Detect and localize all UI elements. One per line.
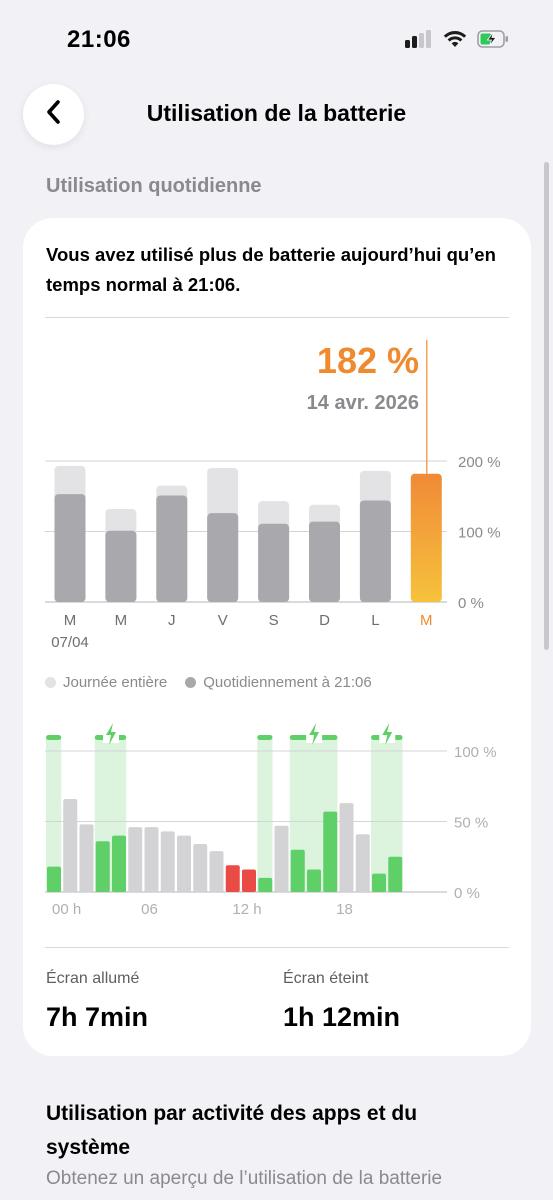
legend-item-full-day: Journée entière	[45, 674, 167, 691]
bolt-shape	[382, 723, 393, 745]
y-tick-label: 0 %	[454, 885, 480, 902]
status-time: 21:06	[67, 26, 131, 53]
day-bar-daily	[359, 500, 391, 602]
scrollbar[interactable]	[544, 162, 549, 650]
status-icons	[405, 30, 509, 53]
screen-off-value: 1h 12min	[283, 1002, 401, 1032]
hour-bar	[63, 798, 78, 892]
y-tick-label: 50 %	[454, 815, 488, 832]
hour-bar	[144, 827, 159, 892]
battery-charging-icon	[477, 30, 509, 53]
hour-bar	[258, 877, 273, 892]
wifi-icon	[443, 30, 467, 53]
day-bar-daily	[54, 494, 86, 602]
charging-band	[46, 739, 62, 892]
usage-headline: Vous avez utilisé plus de batterie aujou…	[46, 244, 496, 295]
x-tick-label: V	[218, 612, 228, 629]
chart-legend: Journée entière Quotidiennement à 21:06	[45, 674, 372, 691]
x-tick-label: 12 h	[232, 901, 261, 918]
x-tick-label: M	[115, 612, 128, 629]
charging-indicator	[257, 735, 273, 740]
navigation-bar: Utilisation de la batterie	[0, 84, 553, 145]
divider	[45, 317, 509, 318]
hour-bar	[79, 824, 94, 892]
x-tick-label: S	[269, 612, 279, 629]
x-tick-label: 00 h	[52, 901, 81, 918]
hour-bar	[193, 844, 208, 892]
y-tick-label: 200 %	[458, 454, 501, 471]
hour-bar	[307, 869, 321, 892]
lightning-bolt-icon	[103, 723, 119, 745]
status-bar: 21:06	[0, 0, 553, 80]
x-tick-label: 06	[141, 901, 158, 918]
chevron-left-icon	[43, 99, 65, 130]
divider	[45, 947, 509, 948]
page-title: Utilisation de la batterie	[146, 100, 407, 126]
x-tick-sublabel: 07/04	[51, 634, 89, 651]
x-tick-label: D	[319, 612, 330, 629]
section-label-daily: Utilisation quotidienne	[46, 175, 262, 197]
hour-bar	[95, 841, 110, 892]
charging-band	[257, 739, 273, 892]
legend-item-daily: Quotidiennement à 21:06	[185, 674, 372, 691]
cellular-signal-icon	[405, 30, 433, 53]
day-bar-daily	[258, 523, 290, 602]
lightning-bolt-icon	[379, 723, 396, 745]
hour-bar	[388, 856, 403, 892]
back-button[interactable]	[23, 84, 84, 145]
x-tick-label: M	[420, 612, 433, 629]
section-text-apps: Obtenez un aperçu de l’utilisation de la…	[46, 1168, 443, 1189]
day-bar-daily	[105, 530, 137, 602]
hour-bar	[290, 849, 305, 892]
hour-bar	[355, 834, 370, 892]
battery-charts: 0 % 100 % 200 % M M J V S D L M 07/04 0 % 50 % 100 %…	[45, 340, 501, 918]
day-bar-daily	[207, 513, 239, 602]
screen-on-label: Écran allumé	[46, 970, 140, 987]
y-tick-label: 100 %	[454, 744, 497, 761]
bolt-shape	[106, 723, 116, 745]
x-tick-label: 18	[336, 901, 353, 918]
screen-on-value: 7h 7min	[46, 1002, 149, 1032]
x-tick-label: L	[371, 612, 379, 629]
y-tick-label: 100 %	[458, 525, 501, 542]
hour-bar	[339, 803, 354, 892]
lightning-bolt-icon	[306, 723, 323, 745]
x-tick-label: M	[64, 612, 77, 629]
screen-on-stat: Écran allumé 7h 7min	[46, 970, 148, 1033]
day-bar-daily	[156, 495, 188, 602]
legend-dot-full-day	[45, 677, 56, 688]
day-bar-selected	[410, 473, 442, 602]
selected-day-percentage: 182 %	[316, 340, 419, 381]
legend-label-full-day: Journée entière	[63, 674, 168, 691]
hour-bar	[372, 873, 386, 892]
x-tick-label: J	[168, 612, 176, 629]
hour-bar	[274, 825, 289, 892]
legend-dot-daily	[185, 677, 197, 688]
hour-bar	[323, 811, 338, 892]
hour-bar	[128, 827, 143, 892]
hour-bar	[177, 835, 191, 892]
y-tick-label: 0 %	[458, 595, 484, 612]
hour-bar	[242, 869, 256, 892]
day-bar-daily	[309, 521, 340, 602]
battery-usage-card: Vous avez utilisé plus de batterie aujou…	[23, 218, 531, 1056]
hour-bar	[209, 851, 224, 892]
selected-day-date: 14 avr. 2026	[306, 392, 419, 414]
screen-off-stat: Écran éteint 1h 12min	[283, 970, 400, 1033]
bolt-shape	[309, 723, 320, 745]
hour-bar	[47, 866, 61, 892]
charging-indicator	[46, 735, 62, 740]
hour-bar	[112, 835, 126, 892]
hour-bar	[160, 831, 175, 892]
section-title-apps: Utilisation par activité des apps et du …	[46, 1102, 418, 1159]
screen-off-label: Écran éteint	[283, 970, 369, 987]
hour-bar	[225, 865, 240, 892]
legend-label-daily: Quotidiennement à 21:06	[203, 674, 372, 691]
